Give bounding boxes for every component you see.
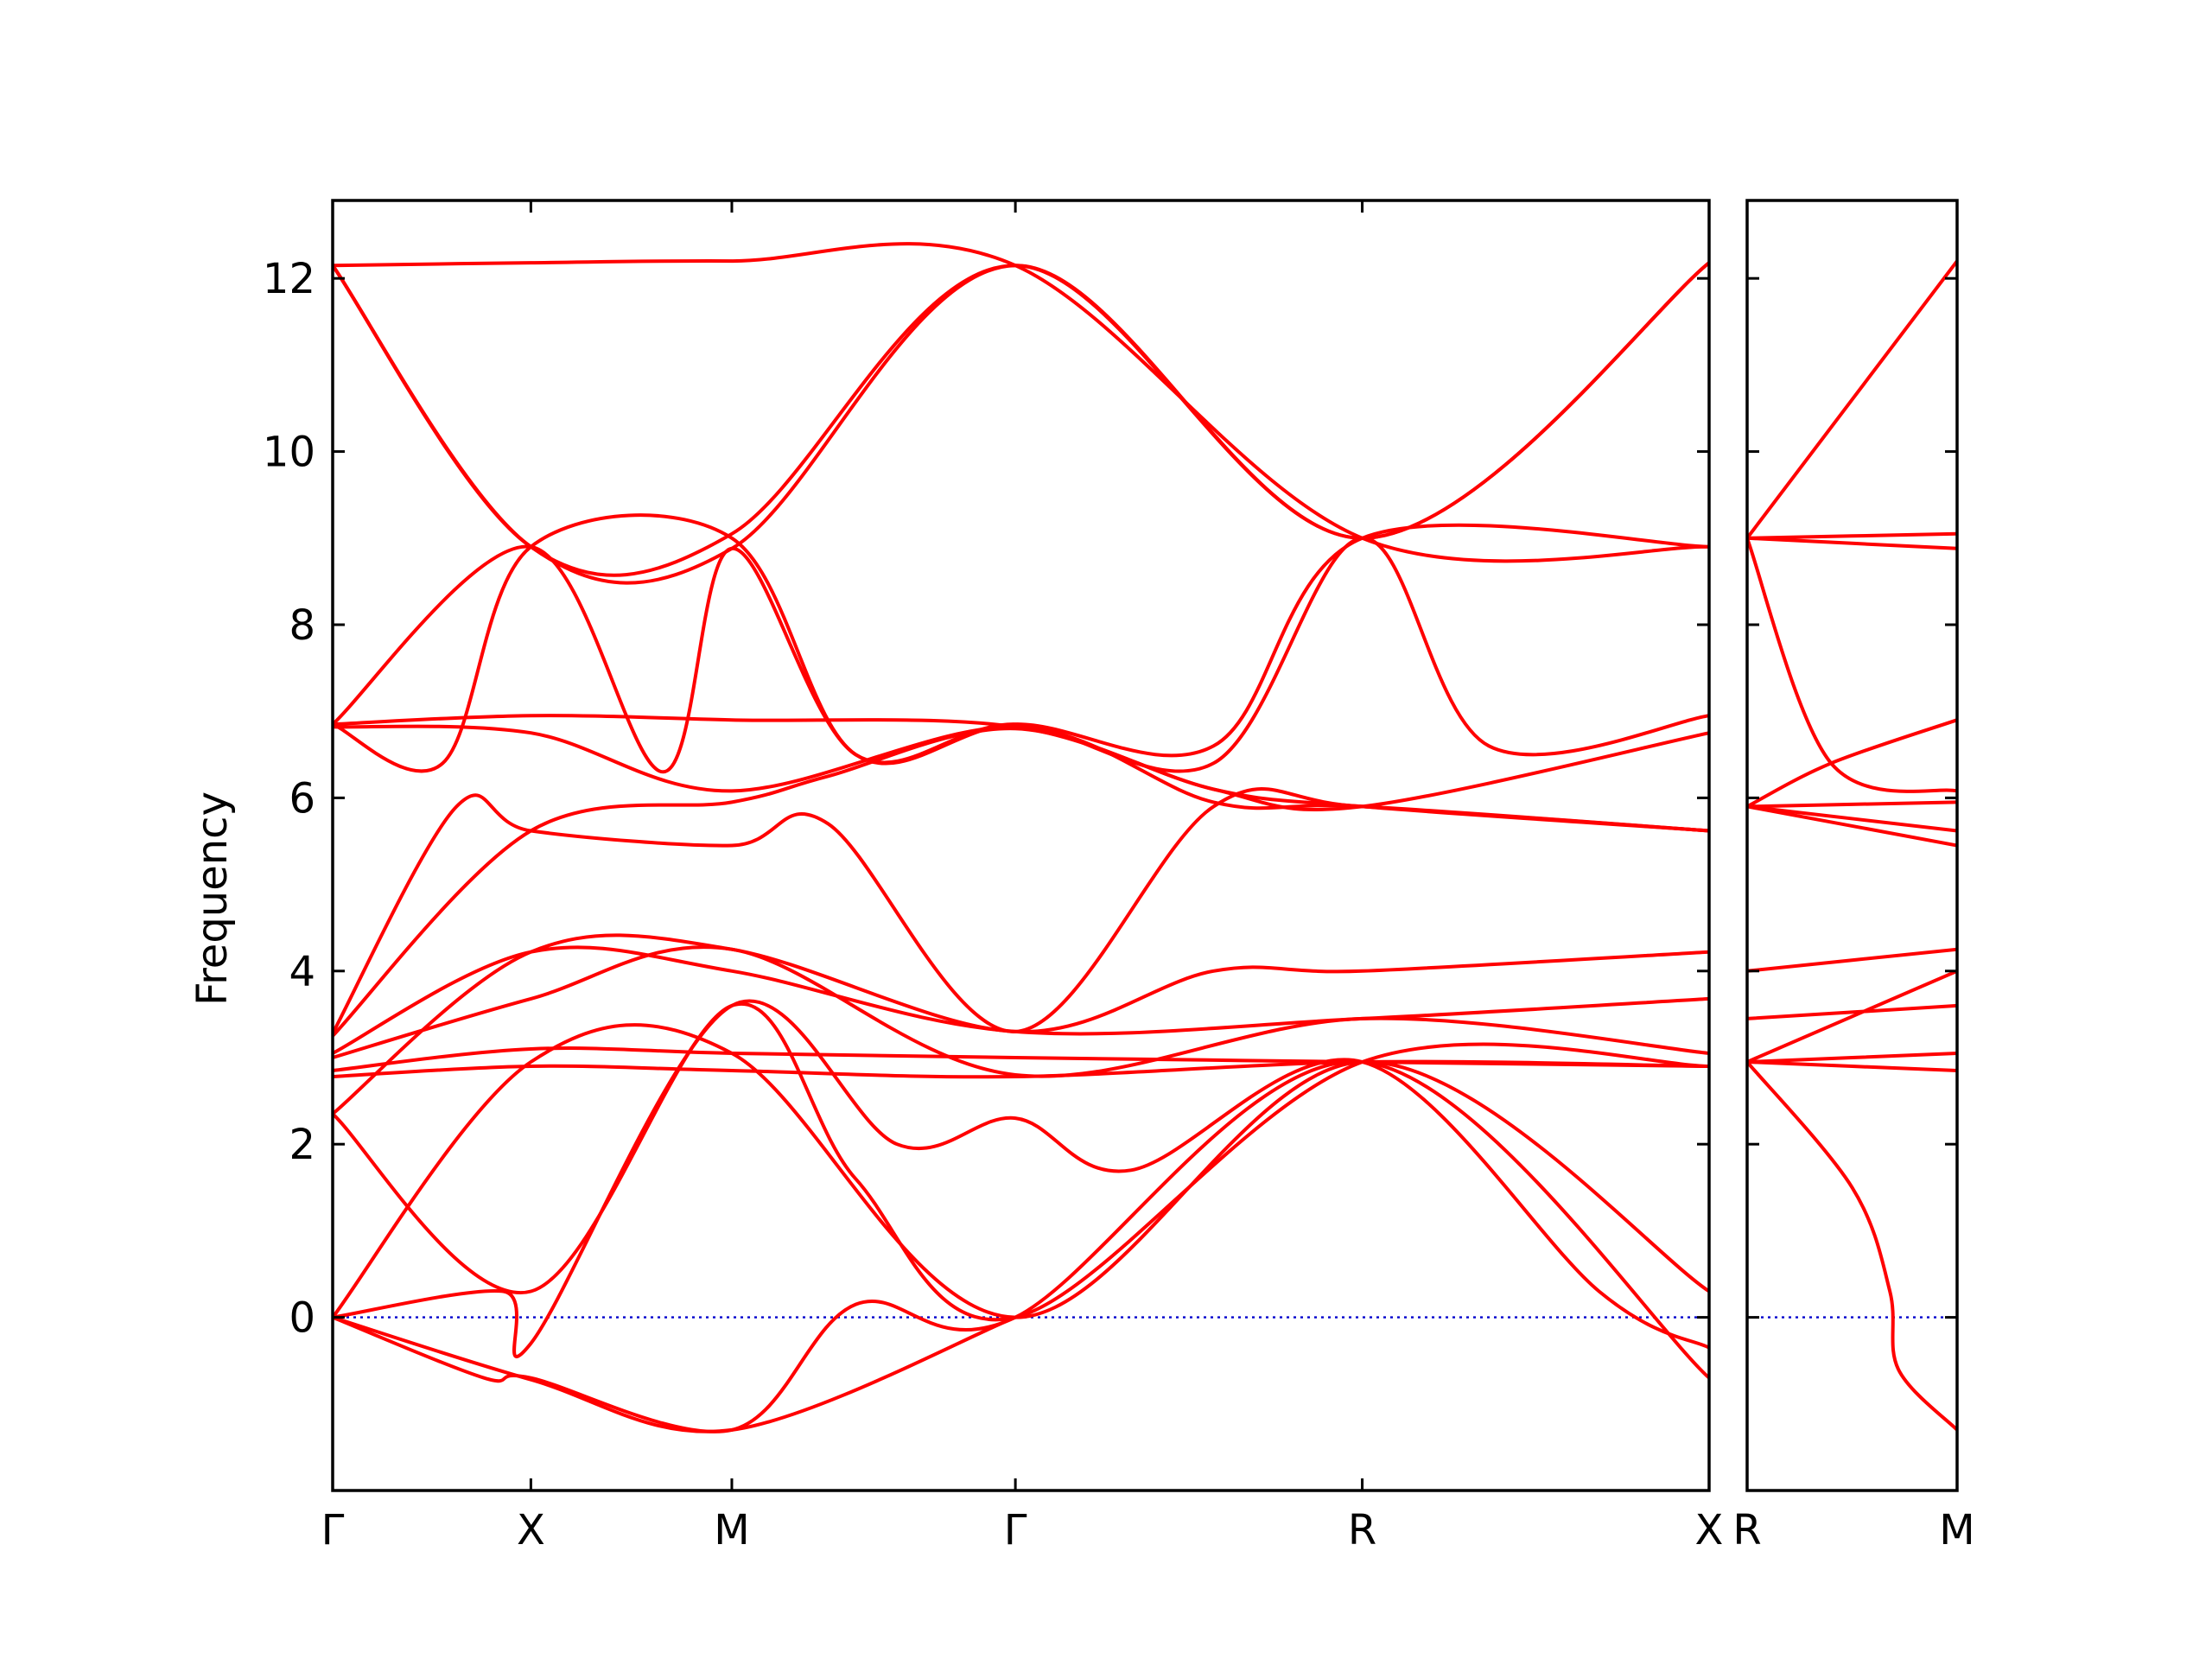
plot-frame <box>331 199 1711 1492</box>
y-tick-label: 2 <box>289 1121 315 1169</box>
y-tick-label: 12 <box>263 255 315 303</box>
y-tick-label: 4 <box>289 948 315 996</box>
band-line <box>333 536 1709 774</box>
y-tick-label: 6 <box>289 774 315 823</box>
band-line <box>333 261 1709 585</box>
x-tick-label: Γ <box>321 1506 345 1554</box>
y-tick-label: 10 <box>263 429 315 477</box>
bands-group <box>1747 259 1957 1432</box>
plot-frame <box>1745 199 1959 1492</box>
band-line <box>1747 718 1957 809</box>
band-line <box>1747 1060 1957 1072</box>
x-tick-label: M <box>1939 1506 1974 1554</box>
x-tick-label: Γ <box>1004 1506 1027 1554</box>
band-line <box>333 945 1709 1078</box>
band-line <box>333 1059 1709 1433</box>
band-line <box>1747 800 1957 809</box>
band-panel-main: 0 2 4 6 8 10 12 Γ X M Γ R X <box>263 199 1724 1554</box>
y-tick-label: 0 <box>289 1294 315 1343</box>
band-line <box>1747 536 1957 793</box>
y-axis-title: Frequency <box>188 791 237 1006</box>
y-tick-label: 8 <box>289 601 315 650</box>
bands-group <box>333 242 1709 1433</box>
x-tick-label: R <box>1348 1506 1376 1554</box>
band-line <box>333 945 1709 1055</box>
band-line <box>1747 947 1957 973</box>
band-line <box>333 1023 1709 1319</box>
band-line <box>1747 536 1957 550</box>
band-line <box>1747 259 1957 540</box>
band-line <box>333 1059 1709 1079</box>
band-line <box>1747 969 1957 1064</box>
band-line <box>333 242 1709 563</box>
x-tick-label: R <box>1732 1506 1761 1554</box>
x-tick-label: M <box>714 1506 749 1554</box>
band-line <box>333 1315 1018 1433</box>
band-line <box>333 261 1709 577</box>
x-tick-label: X <box>1695 1506 1724 1554</box>
band-line <box>333 727 1709 1038</box>
band-line <box>333 1001 1709 1322</box>
band-line <box>1747 1052 1957 1064</box>
x-tick-label: X <box>517 1506 545 1554</box>
band-line <box>1747 804 1957 848</box>
band-line <box>1747 531 1957 540</box>
band-line <box>1747 1060 1957 1432</box>
band-line <box>1747 1003 1957 1020</box>
band-line <box>333 999 1709 1359</box>
